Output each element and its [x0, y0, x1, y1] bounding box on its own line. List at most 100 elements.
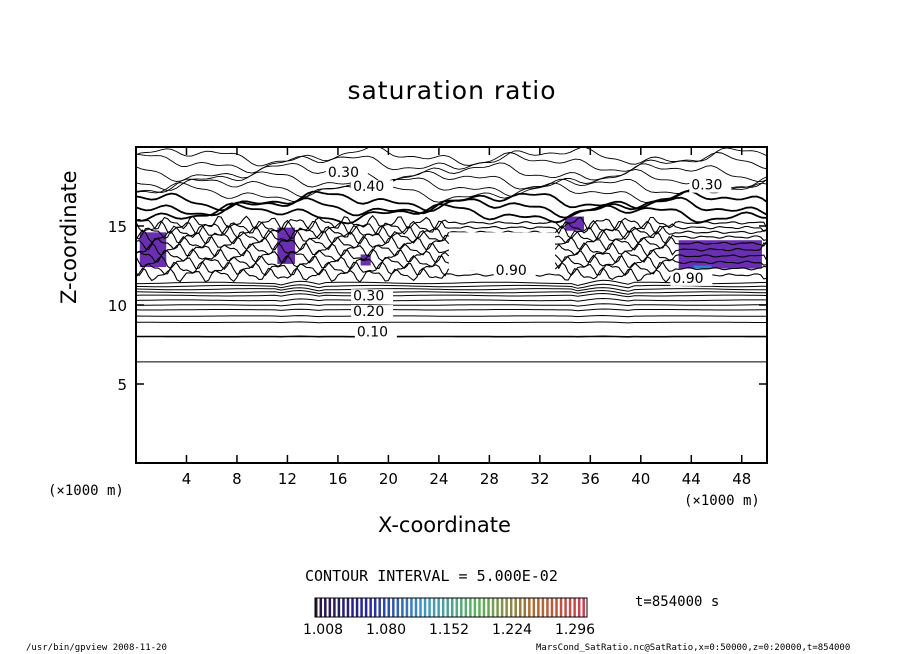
- y-tick-label-2: 15: [108, 218, 127, 236]
- contour-label-bg-6: [493, 263, 536, 278]
- colorbar-swatch-30: [451, 598, 454, 617]
- colorbar-swatch-38: [487, 598, 490, 617]
- colorbar-swatch-34: [469, 598, 472, 617]
- colorbar-swatch-48: [532, 598, 536, 617]
- contour-label-bg-2: [351, 289, 394, 304]
- contour-label-4: 0.40: [353, 179, 384, 195]
- colorbar-swatch-35: [473, 598, 477, 617]
- contour-labels: 0.100.200.300.300.40 0.300.90 0.90: [325, 165, 732, 341]
- contour-line-9: [136, 287, 767, 292]
- colorbar-swatch-1: [319, 598, 323, 617]
- colorbar-swatch-6: [342, 598, 345, 617]
- x-tick-label-11: 48: [732, 470, 751, 488]
- time-label: t=854000 s: [635, 594, 720, 610]
- contour-label-1: 0.20: [353, 304, 384, 320]
- contour-label-bg-1: [351, 305, 394, 320]
- band-contour-2: [136, 224, 767, 241]
- x-tick-label-3: 16: [328, 470, 347, 488]
- colorbar-swatch-55: [564, 598, 567, 617]
- upper-contour-3: [136, 168, 767, 191]
- colorbar-swatch-40: [496, 598, 499, 617]
- band-contour-1: [136, 219, 767, 236]
- contour-line-2: [136, 321, 767, 324]
- colorbar-swatch-19: [401, 598, 404, 617]
- colorbar-swatch-50: [541, 598, 545, 617]
- contour-label-bg-4: [351, 180, 394, 195]
- colorbar-swatch-29: [446, 598, 449, 617]
- colorbar-swatch-0: [315, 598, 318, 617]
- contour-line-11: [136, 279, 767, 287]
- contour-line-8: [136, 289, 767, 295]
- colorbar: 1.008 1.080 1.152 1.224 1.296: [303, 597, 595, 638]
- colorbar-swatch-3: [328, 598, 332, 617]
- upper-contour-7: [136, 196, 767, 219]
- saturated-plateau: [448, 232, 555, 271]
- colorbar-frame: [314, 597, 588, 618]
- x-tick-label-10: 44: [682, 470, 701, 488]
- colorbar-swatch-58: [577, 598, 581, 617]
- colorbar-swatch-47: [528, 598, 531, 617]
- colorbar-swatch-22: [414, 598, 418, 617]
- colorbar-label-3: 1.224: [492, 622, 532, 638]
- colorbar-swatch-52: [550, 598, 554, 617]
- colorbar-swatch-56: [568, 598, 572, 617]
- colorbar-label-2: 1.152: [429, 622, 469, 638]
- contour-label-bg-5: [689, 178, 732, 193]
- supersat-region-2: [678, 240, 762, 269]
- colorbar-swatch-53: [555, 598, 558, 617]
- colorbar-swatch-42: [505, 598, 508, 617]
- colorbar-swatch-51: [546, 598, 549, 617]
- colorbar-swatch-32: [460, 598, 463, 617]
- upper-contour-1: [136, 152, 767, 174]
- colorbar-swatch-43: [509, 598, 513, 617]
- x-tick-label-0: 4: [182, 470, 192, 488]
- colorbar-swatch-10: [360, 598, 363, 617]
- colorbar-label-0: 1.008: [303, 622, 343, 638]
- colorbar-swatch-31: [455, 598, 459, 617]
- y-tick-label-0: 5: [117, 376, 127, 394]
- contour-lines: [136, 147, 767, 363]
- colorbar-swatch-33: [464, 598, 468, 617]
- colorbar-swatch-16: [387, 598, 391, 617]
- colorbar-swatch-12: [369, 598, 372, 617]
- supersat-region-3: [565, 216, 585, 231]
- colorbar-swatch-26: [432, 598, 436, 617]
- colorbar-label-4: 1.296: [555, 622, 595, 638]
- x-tick-label-5: 24: [429, 470, 448, 488]
- colorbar-swatch-41: [500, 598, 504, 617]
- upper-contour-5: [136, 182, 767, 203]
- colorbar-swatch-46: [523, 598, 527, 617]
- colorbar-swatch-39: [491, 598, 495, 617]
- contour-line-5: [136, 303, 767, 307]
- colorbar-swatch-18: [396, 598, 400, 617]
- x-axis-unit: (×1000 m): [684, 493, 760, 509]
- contour-line-1: [136, 335, 767, 338]
- contour-label-bg-7: [670, 271, 713, 286]
- y-tick-label-1: 10: [108, 297, 127, 315]
- contour-line-6: [136, 297, 767, 302]
- colorbar-swatch-21: [410, 598, 413, 617]
- footer-right: MarsCond_SatRatio.nc@SatRatio,x=0:50000,…: [536, 643, 851, 653]
- colorbar-swatch-27: [437, 598, 440, 617]
- contour-line-4: [136, 308, 767, 312]
- colorbar-swatch-17: [392, 598, 395, 617]
- colorbar-swatch-5: [337, 598, 341, 617]
- colorbar-swatch-28: [441, 598, 445, 617]
- band-contour-0: [136, 214, 767, 231]
- supersat-region-1: [277, 227, 296, 264]
- colorbar-swatch-20: [405, 598, 409, 617]
- colorbar-swatch-14: [378, 598, 381, 617]
- y-axis-unit: (×1000 m): [48, 483, 124, 499]
- colorbar-swatch-37: [482, 598, 486, 617]
- contour-line-7: [136, 292, 767, 298]
- upper-contour-8: [136, 202, 767, 225]
- x-axis-ticks: 4 8 12 16 20 24 28 32 36 40 44 48: [182, 147, 751, 488]
- colorbar-swatch-24: [423, 598, 427, 617]
- x-tick-label-4: 20: [379, 470, 398, 488]
- colorbar-swatch-49: [537, 598, 540, 617]
- colorbar-swatch-36: [478, 598, 481, 617]
- colorbar-swatch-44: [514, 598, 517, 617]
- colorbar-swatch-11: [364, 598, 368, 617]
- contour-label-6: 0.90: [496, 263, 527, 279]
